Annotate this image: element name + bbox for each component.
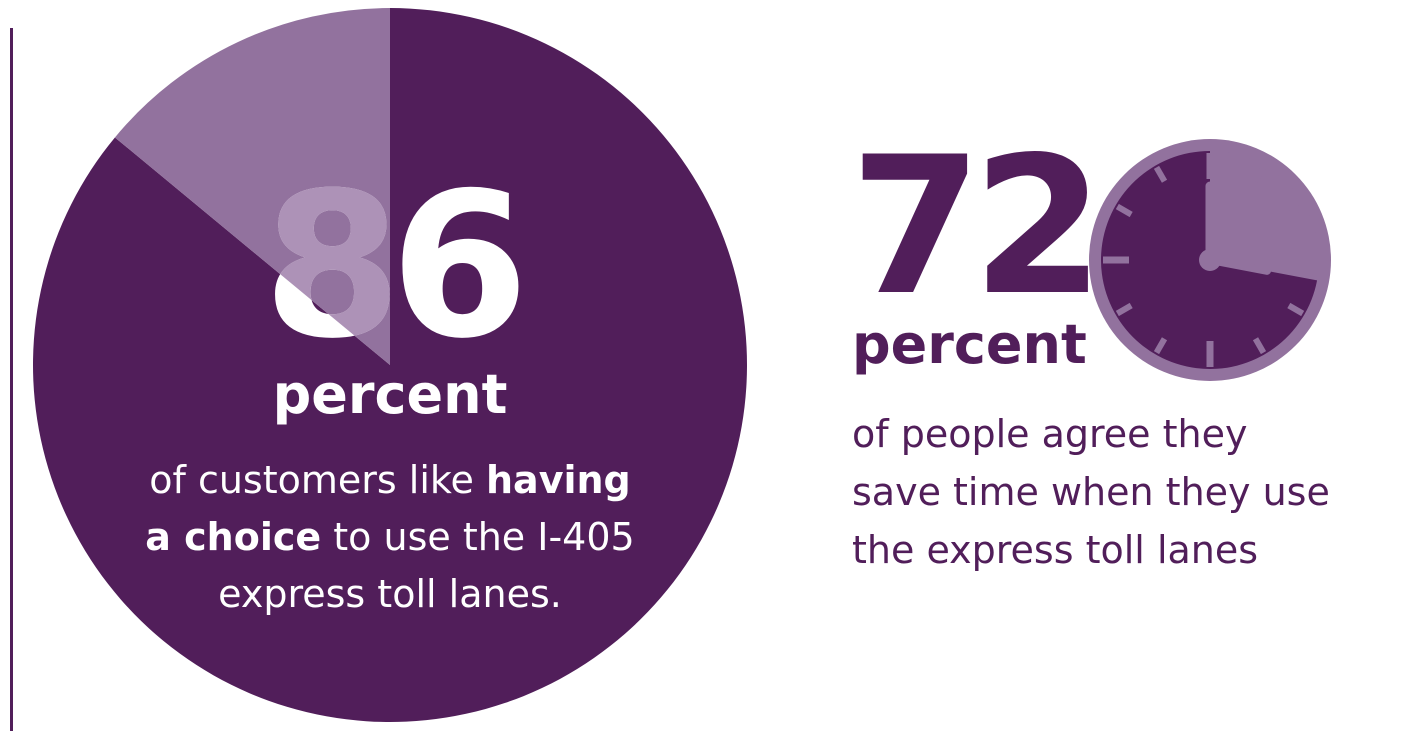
left-divider-line xyxy=(10,28,13,731)
pie-chart-86 xyxy=(33,8,748,722)
clock-tick-11 xyxy=(1153,165,1168,183)
emphasis-text: a choice xyxy=(145,515,322,559)
clock-center xyxy=(1199,249,1221,271)
stat1-description-line: express toll lanes. xyxy=(110,566,670,623)
description-text: express toll lanes. xyxy=(218,572,562,616)
clock-tick-8 xyxy=(1115,302,1133,317)
clock-icon xyxy=(1089,139,1331,381)
stat2-description: of people agree they save time when they … xyxy=(852,405,1392,579)
stat2-description-line: save time when they use xyxy=(852,470,1330,514)
stat1-unit-label: percent xyxy=(272,363,508,426)
pie-slice-1 xyxy=(114,8,391,365)
stat1-description-line: a choice to use the I-405 xyxy=(110,509,670,566)
stat2-big-number: 72 xyxy=(850,116,1094,337)
stat2-unit-label: percent xyxy=(852,313,1087,376)
stat1-description: of customers like having a choice to use … xyxy=(110,452,670,623)
stat2-description-line: of people agree they xyxy=(852,412,1248,456)
stat2-description-line: the express toll lanes xyxy=(852,528,1259,572)
emphasis-text: having xyxy=(486,458,631,502)
description-text: of customers like xyxy=(149,458,486,502)
description-text: to use the I-405 xyxy=(321,515,635,559)
clock-tick-4 xyxy=(1287,302,1305,317)
clock-tick-7 xyxy=(1153,337,1168,355)
clock-tick-10 xyxy=(1115,203,1133,218)
stat1-description-line: of customers like having xyxy=(110,452,670,509)
stat1-big-number: 86 xyxy=(263,150,519,383)
clock-tick-2 xyxy=(1287,203,1305,218)
clock-tick-5 xyxy=(1252,337,1267,355)
clock-tick-1 xyxy=(1252,165,1267,183)
